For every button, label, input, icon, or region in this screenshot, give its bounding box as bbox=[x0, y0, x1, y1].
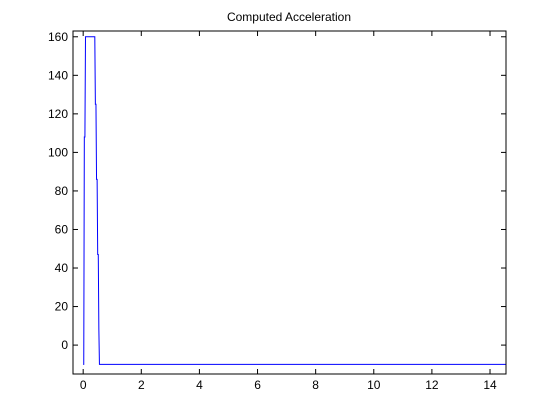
y-tick-label: 20 bbox=[55, 300, 69, 314]
y-tick-label: 40 bbox=[55, 261, 69, 275]
y-tick-label: 60 bbox=[55, 222, 69, 236]
y-tick-label: 160 bbox=[48, 30, 68, 44]
y-tick-label: 0 bbox=[61, 338, 68, 352]
series-layer bbox=[83, 36, 506, 365]
x-tick-label: 4 bbox=[196, 378, 203, 392]
y-tick-label: 80 bbox=[55, 184, 69, 198]
x-tick-label: 12 bbox=[425, 378, 439, 392]
y-tick-label: 140 bbox=[48, 68, 68, 82]
axes-box bbox=[72, 30, 507, 375]
x-tick-label: 6 bbox=[254, 378, 261, 392]
x-tick-label: 14 bbox=[483, 378, 497, 392]
x-axis-ticks: 0 2 4 6 8 10 12 14 bbox=[80, 31, 497, 392]
plot-area bbox=[73, 31, 506, 374]
chart-title: Computed Acceleration bbox=[227, 10, 351, 24]
x-tick-label: 0 bbox=[80, 378, 87, 392]
y-tick-label: 100 bbox=[48, 145, 68, 159]
x-tick-label: 10 bbox=[367, 378, 381, 392]
x-tick-label: 8 bbox=[312, 378, 319, 392]
series-line-0 bbox=[83, 36, 506, 365]
x-tick-label: 2 bbox=[138, 378, 145, 392]
y-tick-label: 120 bbox=[48, 107, 68, 121]
y-axis-ticks: 0 20 40 60 80 100 120 140 160 bbox=[48, 30, 506, 352]
